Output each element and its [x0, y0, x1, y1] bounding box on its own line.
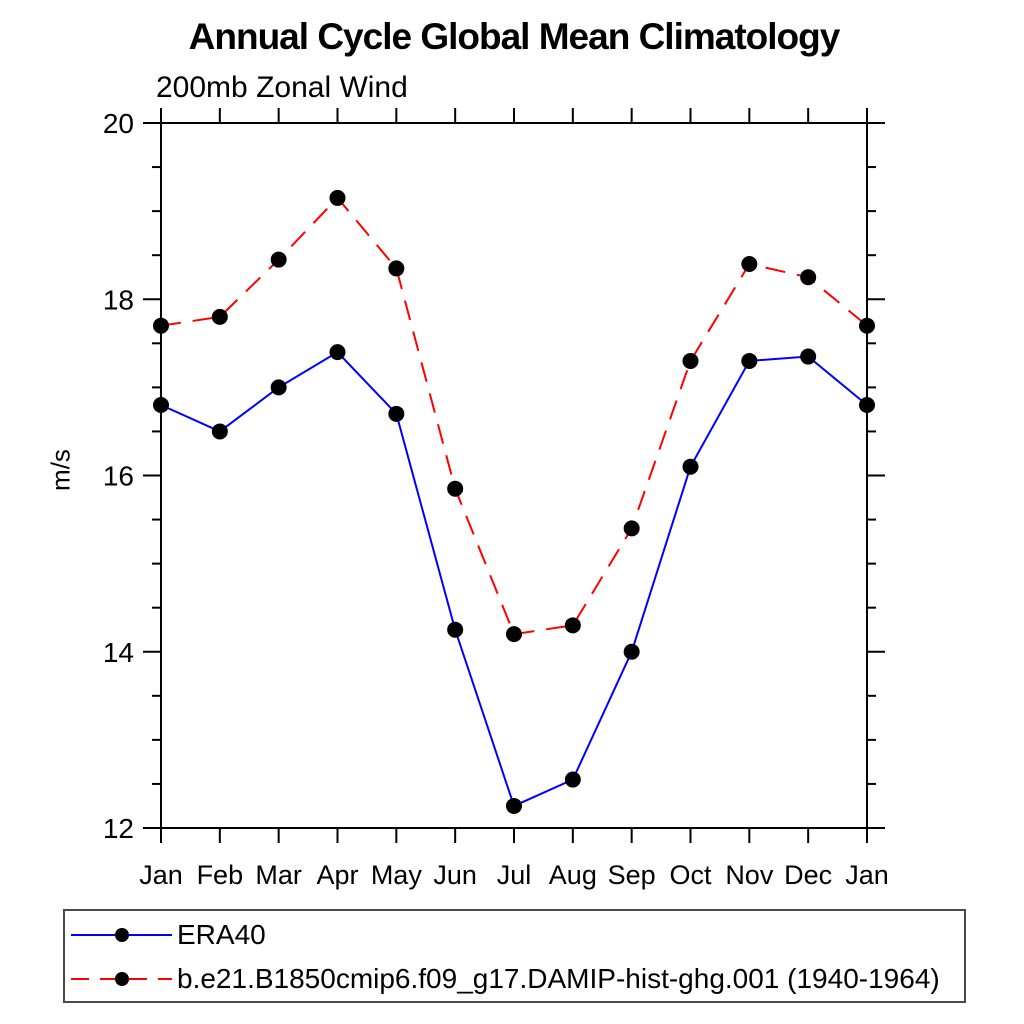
data-point-marker-0 — [506, 797, 522, 814]
data-point-marker-1 — [506, 626, 522, 643]
y-tick-label: 12 — [103, 813, 134, 844]
data-point-marker-0 — [564, 771, 581, 788]
data-point-marker-0 — [682, 458, 699, 475]
data-point-marker-0 — [329, 344, 346, 361]
legend-marker-dot — [115, 972, 129, 986]
data-point-marker-1 — [153, 317, 169, 334]
data-point-marker-1 — [564, 617, 581, 634]
legend-item-era40: ERA40 — [68, 913, 964, 957]
data-point-marker-1 — [270, 251, 287, 268]
data-point-marker-0 — [447, 621, 464, 638]
x-tick-label: Aug — [549, 860, 597, 890]
series-line-0 — [160, 350, 868, 808]
legend-box: ERA40 b.e21.B1850cmip6.f09_g17.DAMIP-his… — [63, 909, 966, 1003]
data-point-marker-1 — [741, 256, 758, 272]
legend-item-model: b.e21.B1850cmip6.f09_g17.DAMIP-hist-ghg.… — [68, 957, 964, 1001]
data-point-marker-0 — [388, 405, 405, 422]
y-tick-label: 18 — [103, 284, 134, 315]
data-point-marker-1 — [800, 269, 817, 286]
data-point-marker-1 — [329, 189, 346, 206]
legend-solid-line-sample — [71, 928, 172, 942]
x-tick-label: Jul — [497, 860, 532, 890]
data-point-marker-1 — [211, 308, 228, 325]
data-point-marker-0 — [153, 397, 169, 413]
data-point-marker-0 — [270, 379, 287, 396]
x-tick-label: Apr — [316, 860, 358, 890]
y-tick-label: 16 — [103, 461, 134, 492]
data-point-marker-1 — [388, 260, 405, 277]
chart-subtitle: 200mb Zonal Wind — [156, 71, 408, 104]
x-tick-label: Jan — [845, 860, 889, 890]
x-tick-label: May — [371, 860, 423, 890]
legend-dashed-line-sample — [71, 972, 172, 986]
series-line-1 — [160, 196, 868, 636]
data-point-marker-0 — [741, 352, 758, 369]
x-tick-label: Feb — [197, 860, 244, 890]
legend-marker-dot — [115, 928, 129, 942]
data-point-marker-0 — [211, 423, 228, 440]
y-tick-label: 20 — [103, 108, 134, 139]
data-point-marker-1 — [623, 520, 640, 537]
x-tick-label: Mar — [255, 860, 302, 890]
plot-frame — [160, 122, 868, 829]
legend-label-era40: ERA40 — [177, 919, 266, 950]
x-tick-label: Dec — [784, 860, 832, 890]
data-point-marker-1 — [682, 352, 699, 369]
x-tick-label: Nov — [725, 860, 774, 890]
data-point-marker-1 — [859, 317, 875, 334]
legend-label-model: b.e21.B1850cmip6.f09_g17.DAMIP-hist-ghg.… — [177, 963, 940, 994]
data-point-marker-0 — [623, 643, 640, 660]
data-point-marker-0 — [859, 397, 875, 413]
x-tick-label: Oct — [669, 860, 712, 890]
data-point-marker-1 — [447, 480, 464, 497]
chart-title: Annual Cycle Global Mean Climatology — [188, 16, 841, 57]
y-tick-label: 14 — [103, 637, 134, 668]
data-point-marker-0 — [800, 348, 817, 365]
x-tick-label: Sep — [608, 860, 656, 890]
x-tick-label: Jan — [139, 860, 183, 890]
x-tick-label: Jun — [433, 860, 477, 890]
